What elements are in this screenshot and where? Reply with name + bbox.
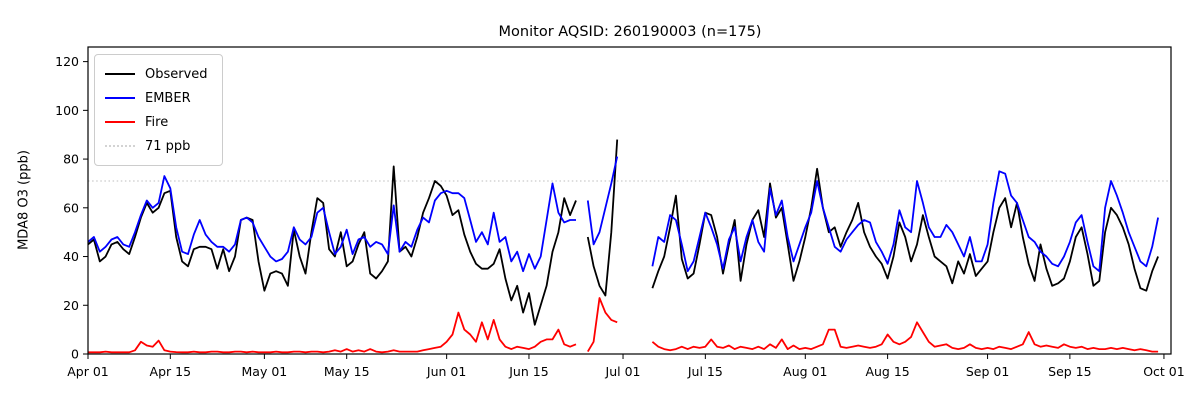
x-tick-label: Jul 01 (605, 364, 641, 379)
series-line-observed (87, 139, 1159, 326)
x-tick-label: Apr 01 (67, 364, 109, 379)
legend-item-ember: EMBER (105, 86, 208, 110)
y-tick-label: 40 (63, 249, 79, 264)
legend-line-sample (105, 97, 135, 99)
legend-label: 71 ppb (145, 138, 191, 154)
chart-title: Monitor AQSID: 260190003 (n=175) (498, 24, 762, 40)
legend-label: Fire (145, 114, 169, 130)
x-tick-label: Jun 01 (426, 364, 466, 379)
x-tick-label: Aug 01 (783, 364, 827, 379)
x-tick-label: Jun 15 (508, 364, 548, 379)
plot-border (87, 46, 1172, 355)
legend-label: EMBER (145, 90, 191, 106)
x-tick-label: May 15 (324, 364, 370, 379)
x-tick-label: Sep 01 (966, 364, 1009, 379)
legend-line-sample (105, 73, 135, 75)
y-tick-label: 0 (71, 347, 79, 362)
legend-line-sample (105, 145, 135, 147)
x-tick-label: Aug 15 (865, 364, 909, 379)
legend-item-71-ppb: 71 ppb (105, 134, 208, 158)
series-line-ember (87, 156, 1159, 273)
y-tick-label: 60 (63, 200, 79, 215)
series-line-fire (88, 297, 1159, 354)
x-tick-label: May 01 (242, 364, 288, 379)
legend-item-fire: Fire (105, 110, 208, 134)
x-tick-label: Jul 15 (687, 364, 723, 379)
legend-item-observed: Observed (105, 62, 208, 86)
y-tick-label: 80 (63, 152, 79, 167)
legend-label: Observed (145, 66, 208, 82)
legend-line-sample (105, 121, 135, 123)
y-tick-label: 20 (63, 298, 79, 313)
y-tick-label: 100 (55, 103, 79, 118)
legend: Observed EMBER Fire 71 ppb (94, 54, 223, 166)
x-tick-label: Apr 15 (150, 364, 192, 379)
x-tick-label: Sep 15 (1048, 364, 1091, 379)
y-tick-label: 120 (55, 54, 79, 69)
x-tick-label: Oct 01 (1143, 364, 1185, 379)
